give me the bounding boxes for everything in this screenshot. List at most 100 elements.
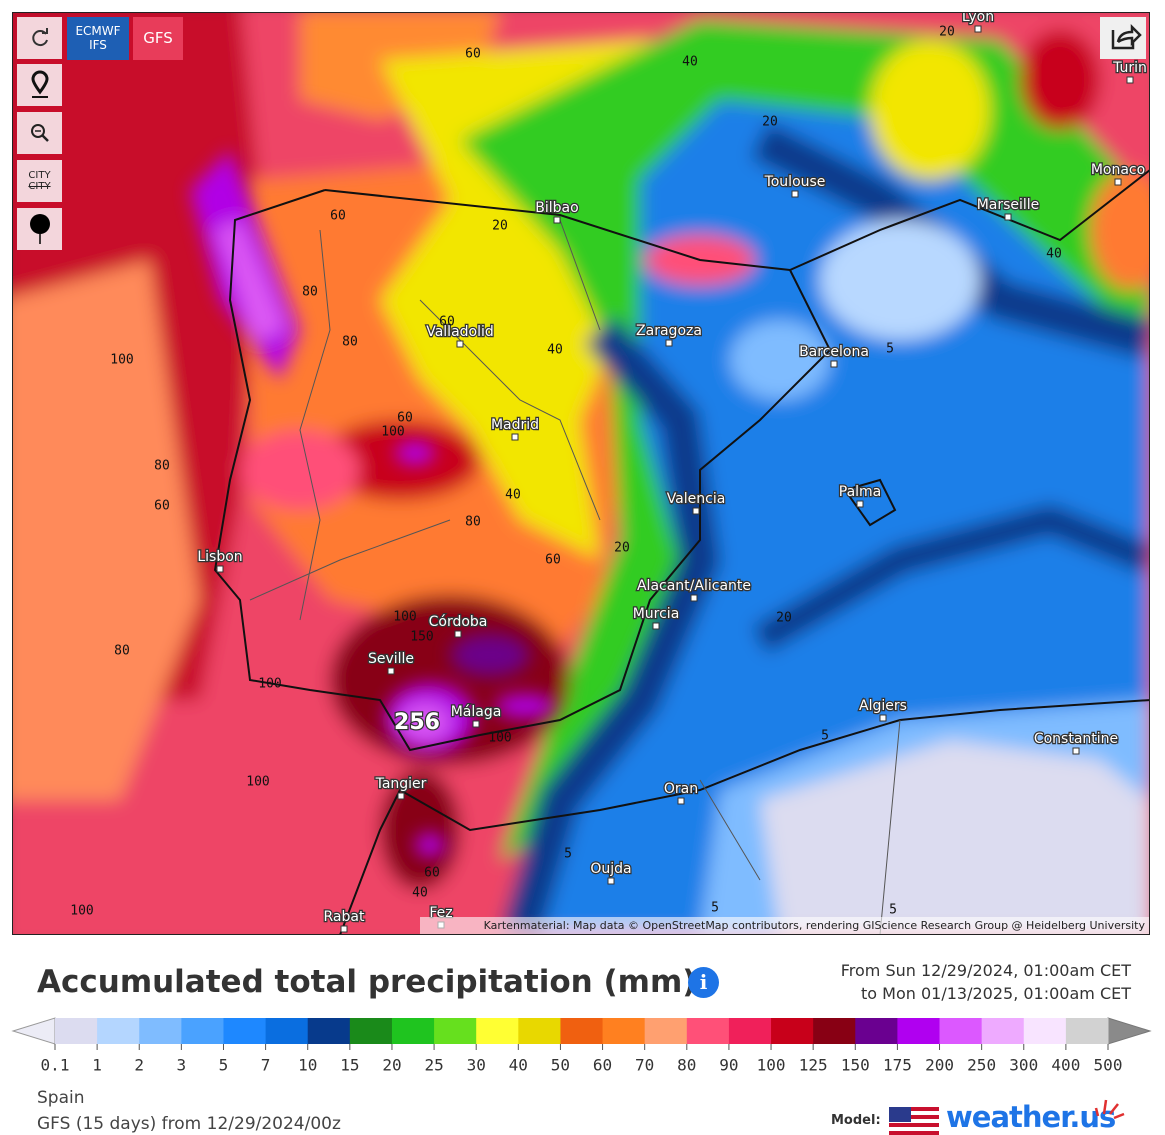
run-info: GFS (15 days) from 12/29/2024/00z: [37, 1114, 341, 1134]
legend-swatch: [97, 1018, 140, 1044]
legend-swatch: [560, 1018, 604, 1044]
contour-label: 100: [393, 610, 416, 625]
city-marker: [665, 339, 673, 347]
city-label: Tangier: [375, 776, 427, 792]
city-label: Córdoba: [429, 614, 488, 630]
city-marker: [830, 360, 838, 368]
city-marker: [216, 565, 224, 573]
legend-swatch: [602, 1018, 646, 1044]
legend-under: [11, 1017, 56, 1045]
city-marker: [690, 594, 698, 602]
location-button[interactable]: [17, 64, 62, 106]
legend-swatch: [349, 1018, 393, 1044]
brand[interactable]: weather.us: [946, 1100, 1116, 1134]
legend-label: 300: [1009, 1056, 1038, 1075]
city-label: Rabat: [324, 909, 365, 925]
model-label: Model:: [831, 1113, 881, 1128]
legend-swatch: [391, 1018, 435, 1044]
legend-label: 100: [757, 1056, 786, 1075]
city-marker: [511, 433, 519, 441]
contour-label: 60: [397, 411, 413, 426]
marker-button[interactable]: [17, 208, 62, 250]
gfs-button[interactable]: GFS: [133, 17, 183, 60]
legend-swatch: [1065, 1018, 1109, 1044]
coastline: [213, 169, 1149, 934]
legend-label: 150: [841, 1056, 870, 1075]
city-label: Monaco: [1091, 162, 1145, 178]
legend-swatch: [307, 1018, 351, 1044]
peak-label: 256: [394, 710, 440, 735]
legend-label: 60: [593, 1056, 612, 1075]
contour-label: 60: [330, 209, 346, 224]
contour-label: 5: [821, 729, 829, 744]
contour-label: 80: [114, 644, 130, 659]
city-marker: [1114, 178, 1122, 186]
city-marker: [456, 340, 464, 348]
legend-swatch: [686, 1018, 730, 1044]
reload-icon: [31, 28, 48, 47]
contour-label: 5: [711, 901, 719, 916]
legend-swatch: [265, 1018, 309, 1044]
legend-swatch: [139, 1018, 182, 1044]
city-label: Constantine: [1034, 731, 1118, 747]
legend-label: 0.1: [41, 1056, 70, 1075]
borders: [249, 219, 901, 934]
city-marker: [1126, 76, 1134, 84]
city-marker: [1004, 213, 1012, 221]
contour-label: 60: [465, 47, 481, 62]
zoom-button[interactable]: [17, 112, 62, 154]
share-button[interactable]: [1100, 17, 1146, 59]
legend-label: 70: [635, 1056, 654, 1075]
brand-sun: [1094, 1099, 1125, 1120]
legend-swatch: [644, 1018, 688, 1044]
legend-swatch: [897, 1018, 941, 1044]
city-marker: [397, 792, 405, 800]
contour-label: 150: [410, 630, 433, 645]
contour-label: 80: [342, 335, 358, 350]
attribution-bg: [420, 917, 1149, 934]
legend-label: 400: [1051, 1056, 1080, 1075]
contour-label: 20: [939, 25, 955, 40]
city-marker: [1072, 747, 1080, 755]
contour-label: 80: [302, 285, 318, 300]
contour-label: 100: [488, 731, 511, 746]
contour-label: 60: [439, 315, 455, 330]
city-label: Zaragoza: [636, 323, 702, 339]
city-label: Valladolid: [426, 324, 494, 340]
info-button[interactable]: i: [688, 967, 719, 998]
city-marker: [974, 25, 982, 33]
precip-field: Lyon Turin Toulouse Monaco Marseille Bilbao Za…: [13, 9, 1149, 934]
city-button[interactable]: CITY CITY: [17, 160, 62, 202]
legend-swatch: [728, 1018, 772, 1044]
time-from: From Sun 12/29/2024, 01:00am CET: [840, 961, 1131, 980]
legend-swatch: [434, 1018, 477, 1044]
model-label: IFS: [89, 38, 107, 52]
city-marker: [879, 714, 887, 722]
city-label: Turin: [1112, 60, 1147, 76]
ecmwf-button[interactable]: ECMWF IFS: [67, 17, 129, 60]
legend-swatch: [855, 1018, 898, 1044]
legend-label: 40: [509, 1056, 528, 1075]
city-label: Málaga: [451, 704, 502, 720]
contour-label: 60: [154, 499, 170, 514]
legend-label: 125: [799, 1056, 828, 1075]
city-label: Valencia: [667, 491, 726, 507]
legend-swatch: [1023, 1018, 1067, 1044]
city-label: Seville: [368, 651, 414, 667]
legend-swatch: [181, 1018, 224, 1044]
legend-label: 1: [92, 1056, 102, 1075]
legend-label: 7: [261, 1056, 271, 1075]
contour-label: 20: [492, 219, 508, 234]
model-label: ECMWF: [75, 24, 121, 38]
legend-label: 5: [219, 1056, 229, 1075]
contour-label: 100: [110, 353, 133, 368]
city-marker: [692, 507, 700, 515]
map[interactable]: Lyon Turin Toulouse Monaco Marseille Bilbao Za…: [0, 0, 1165, 950]
legend-label: 80: [677, 1056, 696, 1075]
legend-label: 10: [298, 1056, 317, 1075]
city-label: Lyon: [962, 9, 994, 25]
reload-button[interactable]: [17, 17, 62, 59]
contour-label: 80: [465, 515, 481, 530]
